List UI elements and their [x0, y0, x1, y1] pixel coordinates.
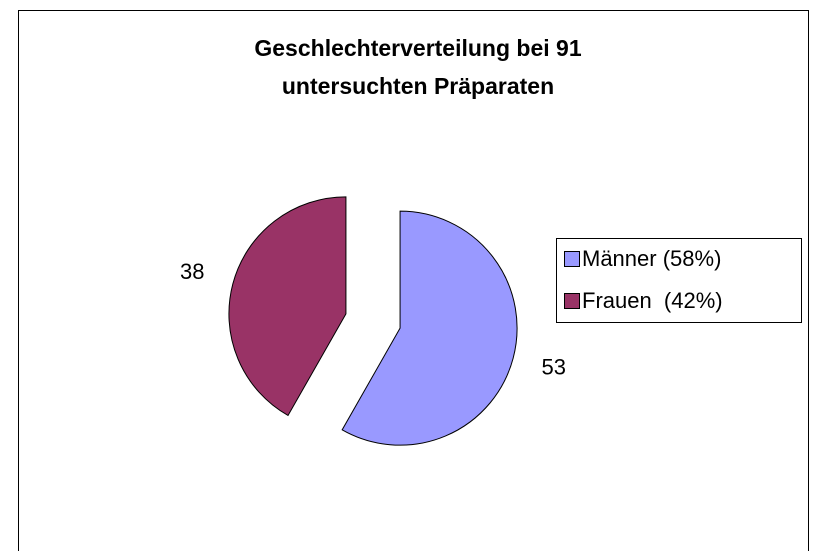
data-label: 38 [180, 259, 204, 284]
pie-slice [341, 210, 518, 446]
legend-swatch [564, 293, 580, 309]
chart-title: Geschlechterverteilung bei 91 [254, 35, 581, 61]
pie-slice [228, 196, 347, 417]
chart-title: untersuchten Präparaten [282, 73, 554, 99]
legend-label: Frauen (42%) [582, 288, 723, 313]
data-label: 53 [542, 355, 566, 380]
legend-label: Männer (58%) [582, 246, 721, 271]
pie: 53 38 [180, 196, 566, 446]
legend-swatch [564, 251, 580, 267]
legend: Männer (58%) Frauen (42%) [564, 246, 723, 313]
legend-box [556, 238, 802, 323]
